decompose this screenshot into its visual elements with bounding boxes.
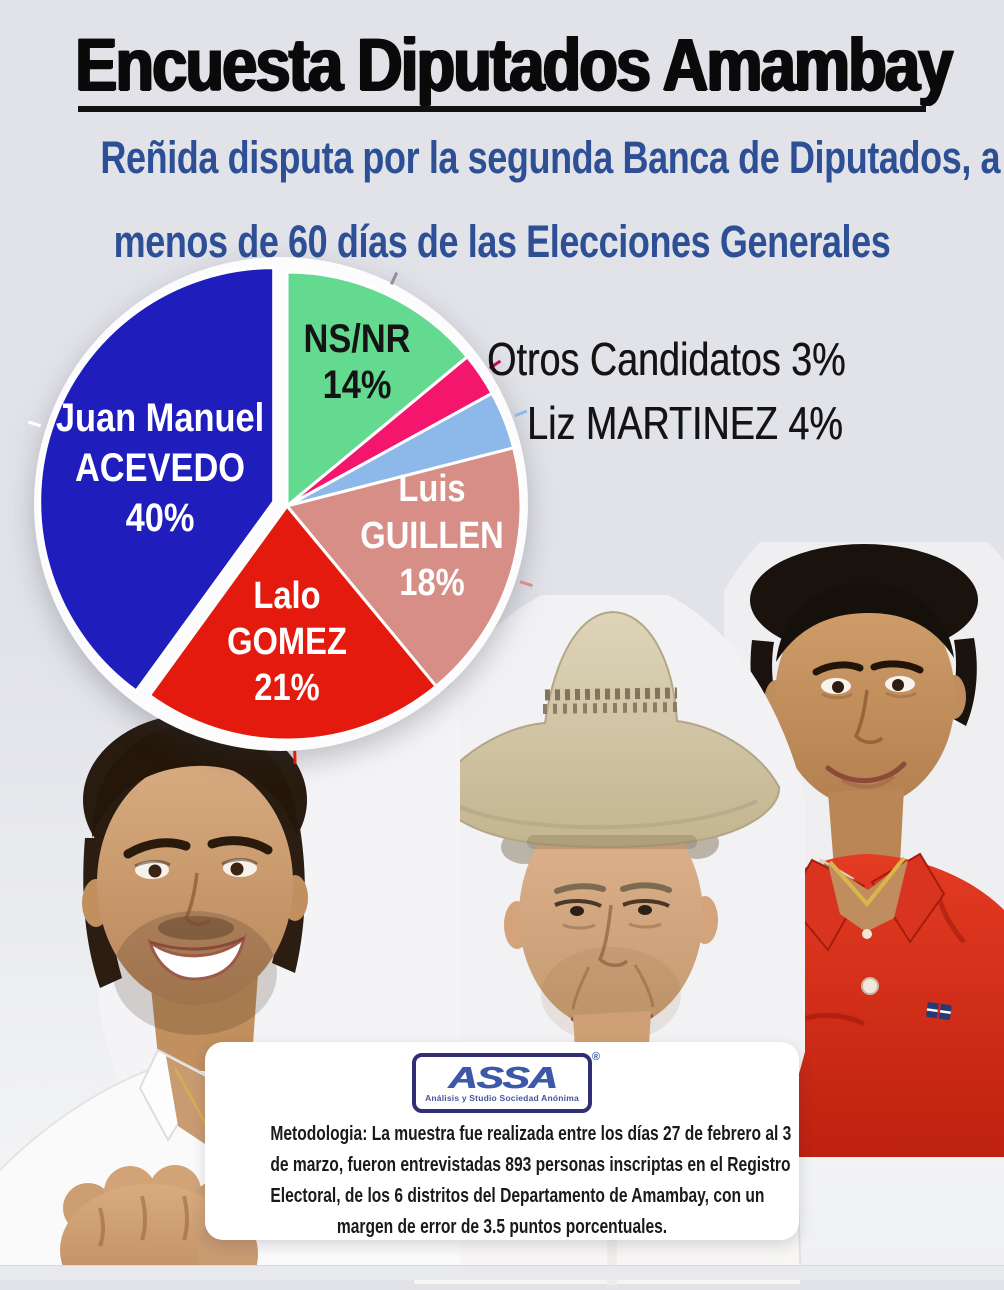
page-title: Encuesta Diputados Amambay [75, 26, 928, 104]
methodology-line-2: de marzo, fueron entrevistadas 893 perso… [270, 1150, 733, 1181]
assa-logo-text: ASSA [448, 1064, 556, 1092]
gomez-name-line1: Lalo [195, 573, 379, 619]
guillen-name-line1: Luis [341, 466, 523, 513]
acevedo-name-line1: Juan Manuel [46, 393, 273, 443]
registered-trademark-icon: ® [592, 1051, 600, 1063]
shirt-pocket-logo [926, 1002, 952, 1020]
slice-label-martinez: Liz MARTINEZ 4% [527, 396, 843, 450]
acevedo-name-line2: ACEVEDO [46, 443, 273, 493]
methodology-line-3: Electoral, de los 6 distritos del Depart… [270, 1181, 733, 1212]
subtitle-line-1: Reñida disputa por la segunda Banca de D… [100, 116, 903, 200]
assa-logo: ASSA ® Análisis y Studio Sociedad Anónim… [412, 1053, 592, 1113]
gomez-percent: 21% [195, 665, 379, 711]
pie-chart: Juan Manuel ACEVEDO 40% NS/NR 14% Luis G… [0, 255, 1004, 795]
pie-tick-juan-manuel-acevedo [28, 422, 40, 426]
nsnr-percent: 14% [284, 362, 430, 408]
title-underline [78, 106, 926, 112]
slice-label-otros: Otros Candidatos 3% [487, 332, 846, 386]
slice-label-gomez: Lalo GOMEZ 21% [195, 573, 379, 711]
footer-strip [0, 1265, 1004, 1280]
acevedo-percent: 40% [46, 493, 273, 543]
methodology-line-4: margen de error de 3.5 puntos porcentual… [270, 1212, 733, 1243]
slice-label-acevedo: Juan Manuel ACEVEDO 40% [46, 393, 273, 543]
methodology-text: Metodologia: La muestra fue realizada en… [205, 1119, 799, 1243]
methodology-line-1: Metodologia: La muestra fue realizada en… [270, 1119, 733, 1150]
slice-label-nsnr: NS/NR 14% [284, 316, 430, 408]
gomez-name-line2: GOMEZ [195, 619, 379, 665]
pie-tick-ns-nr [391, 273, 397, 285]
nsnr-name: NS/NR [284, 316, 430, 362]
methodology-card: ASSA ® Análisis y Studio Sociedad Anónim… [205, 1042, 799, 1240]
pie-tick-liz-martinez [515, 411, 527, 416]
guillen-name-line2: GUILLEN [341, 513, 523, 560]
